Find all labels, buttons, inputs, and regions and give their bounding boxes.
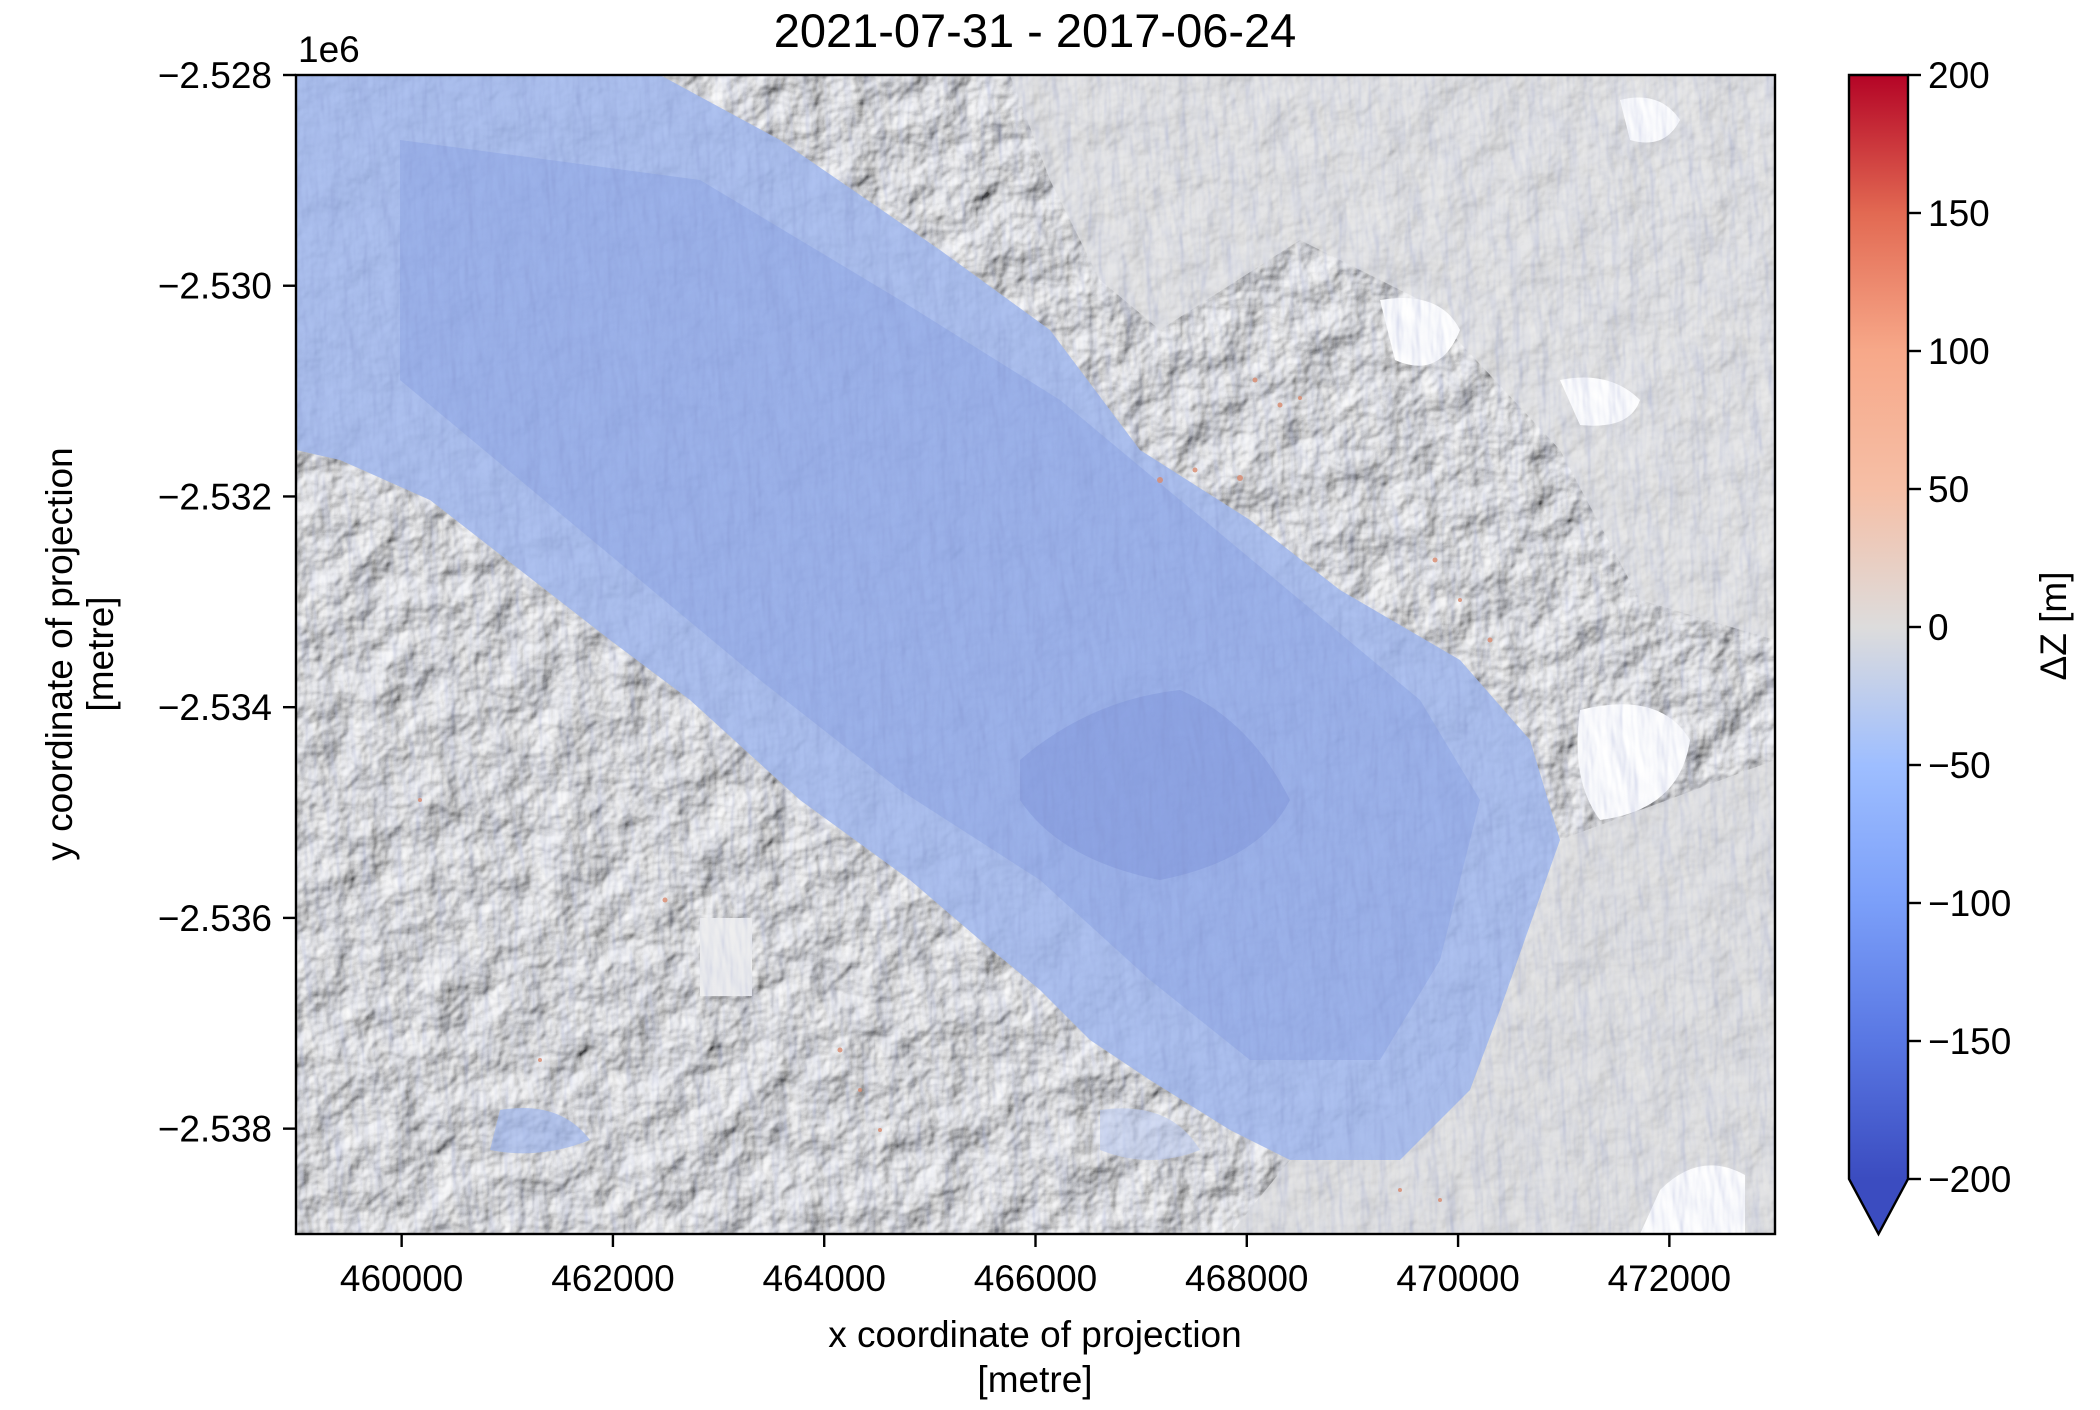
x-tick-label: 462000: [551, 1258, 674, 1299]
y-tick-label: −2.534: [158, 687, 272, 728]
colorbar-tick-label: −100: [1928, 883, 2011, 924]
colorbar-tick-label: −50: [1928, 745, 1991, 786]
colorbar-label: ΔZ [m]: [2033, 572, 2074, 681]
y-offset-label: 1e6: [298, 29, 360, 70]
y-tick-label: −2.528: [158, 55, 272, 96]
colorbar-outline: [1847, 73, 1910, 1237]
colorbar-tick-label: 0: [1928, 607, 1949, 648]
crevasse-texture: [296, 75, 1775, 1234]
y-tick-label: −2.532: [158, 476, 272, 517]
x-tick-label: 472000: [1608, 1258, 1731, 1299]
y-tick-label: −2.538: [158, 1109, 272, 1150]
colorbar-gradient: [1849, 75, 1908, 1179]
x-axis-label: x coordinate of projection: [828, 1314, 1241, 1355]
x-tick-label: 470000: [1396, 1258, 1519, 1299]
x-tick-label: 466000: [974, 1258, 1097, 1299]
colorbar: 200 150 100 50 0 −50 −100 −150 −200 ΔZ [m]: [1847, 55, 2074, 1237]
minor-loss-patch: [1100, 1108, 1200, 1160]
colorbar-tick-label: 50: [1928, 469, 1969, 510]
x-axis-unit: [metre]: [977, 1359, 1092, 1400]
y-axis: −2.528 −2.530 −2.532 −2.534 −2.536 −2.538: [158, 55, 296, 1150]
colorbar-ticks: 200 150 100 50 0 −50 −100 −150 −200: [1908, 55, 2011, 1200]
chart-title: 2021-07-31 - 2017-06-24: [774, 4, 1297, 57]
y-axis-label: y coordinate of projection: [39, 447, 80, 860]
colorbar-extend-min: [1849, 1179, 1908, 1234]
gain-speckles: [418, 377, 1493, 1202]
colorbar-tick-label: −150: [1928, 1021, 2011, 1062]
y-tick-label: −2.530: [158, 266, 272, 307]
x-tick-label: 468000: [1185, 1258, 1308, 1299]
colorbar-tick-label: 100: [1928, 331, 1990, 372]
minor-loss-patch: [490, 1108, 590, 1154]
y-axis-unit: [metre]: [80, 596, 121, 711]
colorbar-tick-label: −200: [1928, 1159, 2011, 1200]
delta-z-map: [296, 75, 1775, 1234]
colorbar-tick-label: 200: [1928, 55, 1990, 96]
colorbar-tick-label: 150: [1928, 193, 1990, 234]
y-tick-label: −2.536: [158, 898, 272, 939]
x-tick-label: 464000: [762, 1258, 885, 1299]
x-axis: 460000 462000 464000 466000 468000 470000 4720…: [340, 1234, 1731, 1299]
x-tick-label: 460000: [340, 1258, 463, 1299]
